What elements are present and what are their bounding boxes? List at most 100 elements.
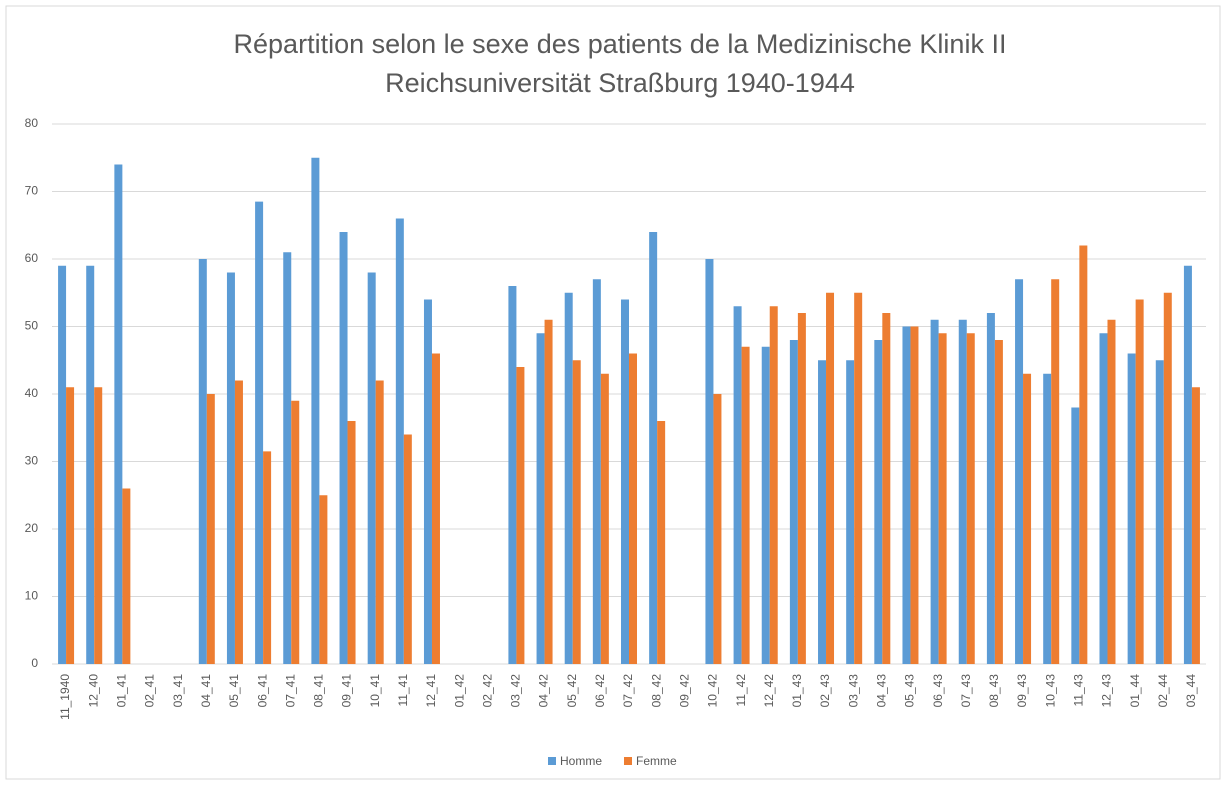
bar [797, 313, 806, 664]
bar [1043, 373, 1052, 664]
chart-title: Reichsuniversität Straßburg 1940-1944 [385, 68, 855, 98]
bar [1071, 407, 1080, 664]
x-tick-label: 12_41 [424, 674, 438, 708]
bar [1127, 353, 1136, 664]
bar [930, 319, 939, 664]
bar [58, 265, 67, 664]
bar [733, 306, 742, 664]
bar [114, 164, 123, 664]
y-tick-label: 60 [25, 251, 39, 265]
x-tick-label: 01_42 [452, 674, 466, 708]
bar [319, 495, 328, 664]
bar [958, 319, 967, 664]
bar [741, 346, 750, 664]
x-tick-label: 05_43 [903, 674, 917, 708]
x-tick-label: 07_41 [283, 674, 297, 708]
bar [713, 394, 722, 664]
x-tick-label: 11_43 [1072, 674, 1086, 707]
bar [600, 373, 609, 664]
y-tick-label: 10 [25, 589, 39, 603]
x-tick-label: 11_42 [734, 674, 748, 707]
bar [649, 232, 658, 664]
bar [226, 272, 235, 664]
x-tick-label: 03_44 [1184, 674, 1198, 708]
y-tick-label: 50 [25, 319, 39, 333]
bar [544, 319, 553, 664]
x-tick-label: 02_41 [143, 674, 157, 708]
bar [1023, 373, 1032, 664]
x-tick-label: 04_41 [199, 674, 213, 708]
bar [423, 299, 432, 664]
bar [234, 380, 243, 664]
bar [198, 259, 207, 664]
x-tick-label: 02_42 [480, 674, 494, 708]
x-tick-label: 09_41 [340, 674, 354, 708]
bar [375, 380, 384, 664]
bar [283, 252, 292, 664]
bar [629, 353, 637, 664]
bar [874, 340, 883, 664]
x-tick-label: 05_42 [565, 674, 579, 708]
x-tick-label: 12_43 [1100, 674, 1114, 708]
bar [986, 313, 995, 664]
x-tick-label: 10_41 [368, 674, 382, 708]
bar [291, 400, 300, 664]
bar [94, 387, 103, 664]
x-tick-label: 03_42 [509, 674, 523, 708]
x-tick-label: 04_42 [537, 674, 551, 708]
x-tick-label: 02_43 [818, 674, 832, 708]
bar [621, 299, 629, 664]
bar [1135, 299, 1144, 664]
bar [769, 306, 778, 664]
bar [854, 292, 863, 664]
bar [431, 353, 440, 664]
bar [508, 286, 517, 664]
bar [122, 488, 131, 664]
bar [761, 346, 770, 664]
chart-border [5, 5, 1221, 780]
x-tick-label: 10_43 [1043, 674, 1057, 708]
bar [66, 387, 75, 664]
x-tick-label: 01_41 [115, 674, 129, 708]
x-tick-label: 06_43 [931, 674, 945, 708]
bar [1079, 245, 1088, 664]
bar [564, 292, 573, 664]
bar [395, 218, 404, 664]
bar [705, 259, 714, 664]
bar [938, 333, 947, 664]
y-tick-label: 20 [25, 521, 39, 535]
bar [1051, 279, 1060, 664]
bar [966, 333, 975, 664]
x-tick-label: 01_43 [790, 674, 804, 708]
bar [592, 279, 601, 664]
x-tick-label: 01_44 [1128, 674, 1142, 708]
x-tick-label: 08_43 [987, 674, 1001, 708]
bar [789, 340, 798, 664]
y-tick-label: 40 [25, 386, 39, 400]
x-tick-label: 09_43 [1015, 674, 1029, 708]
legend-swatch [548, 757, 556, 765]
x-tick-label: 09_42 [677, 674, 691, 708]
bar [818, 360, 827, 664]
bar [572, 360, 581, 664]
bar [846, 360, 855, 664]
x-tick-label: 07_42 [621, 674, 635, 708]
bar [403, 434, 412, 664]
bar [311, 157, 320, 664]
bar [347, 421, 356, 664]
bar [657, 421, 666, 664]
legend-label: Femme [636, 754, 677, 768]
bar [255, 201, 264, 664]
x-tick-label: 11_1940 [58, 674, 72, 720]
x-tick-label: 08_41 [312, 674, 326, 708]
x-tick-label: 12_40 [86, 674, 100, 708]
x-tick-label: 03_43 [846, 674, 860, 708]
bar [516, 367, 525, 664]
bar [882, 313, 891, 664]
y-tick-label: 70 [25, 184, 39, 198]
bar [536, 333, 545, 664]
bar [367, 272, 376, 664]
bar [1183, 265, 1192, 664]
x-tick-label: 12_42 [762, 674, 776, 708]
